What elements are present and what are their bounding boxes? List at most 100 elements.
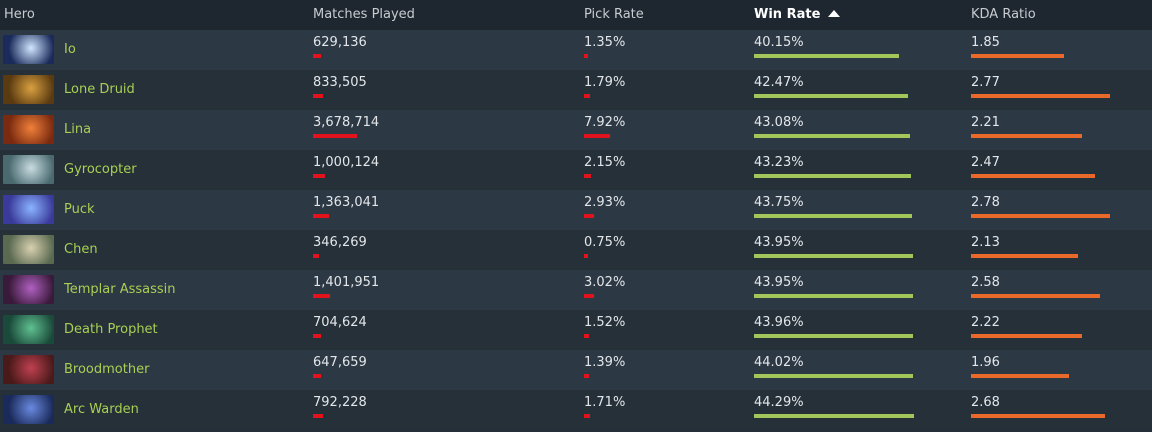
hero-name-link[interactable]: Lone Druid [64,82,135,97]
pick-rate-cell: 0.75% [584,230,734,270]
win-rate-bar [754,54,900,58]
win-rate-value: 42.47% [754,75,804,90]
win-rate-bar [754,94,908,98]
hero-name-link[interactable]: Arc Warden [64,402,139,417]
win-rate-cell: 43.95% [754,230,954,270]
kda-ratio-cell: 1.96 [971,350,1141,390]
pick-rate-bar [584,374,589,378]
hero-portrait[interactable] [3,315,54,344]
kda-ratio-bar [971,214,1110,218]
kda-ratio-value: 2.58 [971,275,1000,290]
hero-portrait[interactable] [3,355,54,384]
hero-portrait[interactable] [3,115,54,144]
hero-name-link[interactable]: Death Prophet [64,322,158,337]
table-row[interactable]: Io 629,136 1.35% 40.15% 1.85 [0,30,1152,70]
table-row[interactable]: Puck 1,363,041 2.93% 43.75% 2.78 [0,190,1152,230]
hero-portrait[interactable] [3,75,54,104]
matches-played-value: 3,678,714 [313,115,380,130]
kda-ratio-cell: 1.85 [971,30,1141,70]
kda-ratio-value: 2.78 [971,195,1000,210]
pick-rate-cell: 1.79% [584,70,734,110]
column-header-pick-rate[interactable]: Pick Rate [584,7,644,22]
hero-portrait[interactable] [3,155,54,184]
hero-portrait[interactable] [3,235,54,264]
pick-rate-cell: 1.71% [584,390,734,430]
table-body: Io 629,136 1.35% 40.15% 1.85 Lone Druid … [0,30,1152,430]
kda-ratio-bar [971,54,1064,58]
pick-rate-value: 1.39% [584,355,626,370]
hero-portrait[interactable] [3,395,54,424]
matches-played-value: 704,624 [313,315,367,330]
matches-played-value: 1,000,124 [313,155,380,170]
win-rate-cell: 43.95% [754,270,954,310]
table-row[interactable]: Gyrocopter 1,000,124 2.15% 43.23% 2.47 [0,150,1152,190]
hero-name-link[interactable]: Chen [64,242,98,257]
pick-rate-value: 1.52% [584,315,626,330]
kda-ratio-cell: 2.47 [971,150,1141,190]
pick-rate-bar [584,214,594,218]
matches-played-value: 792,228 [313,395,367,410]
win-rate-value: 43.75% [754,195,804,210]
matches-played-bar [313,294,330,298]
win-rate-cell: 43.08% [754,110,954,150]
win-rate-value: 44.29% [754,395,804,410]
kda-ratio-value: 1.85 [971,35,1000,50]
hero-name-link[interactable]: Templar Assassin [64,282,176,297]
win-rate-cell: 43.23% [754,150,954,190]
table-row[interactable]: Lina 3,678,714 7.92% 43.08% 2.21 [0,110,1152,150]
win-rate-cell: 44.29% [754,390,954,430]
table-row[interactable]: Arc Warden 792,228 1.71% 44.29% 2.68 [0,390,1152,430]
matches-played-value: 1,401,951 [313,275,380,290]
table-row[interactable]: Broodmother 647,659 1.39% 44.02% 1.96 [0,350,1152,390]
kda-ratio-cell: 2.22 [971,310,1141,350]
matches-played-cell: 346,269 [313,230,513,270]
hero-portrait[interactable] [3,275,54,304]
win-rate-value: 43.23% [754,155,804,170]
matches-played-bar [313,214,330,218]
matches-played-value: 629,136 [313,35,367,50]
win-rate-bar [754,134,911,138]
column-header-hero[interactable]: Hero [4,7,35,22]
matches-played-bar [313,134,358,138]
hero-portrait[interactable] [3,195,54,224]
win-rate-bar [754,174,911,178]
kda-ratio-cell: 2.21 [971,110,1141,150]
kda-ratio-value: 1.96 [971,355,1000,370]
win-rate-cell: 40.15% [754,30,954,70]
pick-rate-cell: 1.35% [584,30,734,70]
kda-ratio-bar [971,134,1082,138]
matches-played-cell: 833,505 [313,70,513,110]
column-header-win-rate[interactable]: Win Rate [754,0,841,30]
table-row[interactable]: Chen 346,269 0.75% 43.95% 2.13 [0,230,1152,270]
hero-portrait[interactable] [3,35,54,64]
kda-ratio-bar [971,414,1105,418]
win-rate-cell: 42.47% [754,70,954,110]
hero-name-link[interactable]: Broodmother [64,362,150,377]
hero-name-link[interactable]: Lina [64,122,92,137]
matches-played-cell: 3,678,714 [313,110,513,150]
column-header-matches-played[interactable]: Matches Played [313,7,415,22]
matches-played-value: 346,269 [313,235,367,250]
pick-rate-bar [584,94,590,98]
matches-played-bar [313,54,321,58]
table-row[interactable]: Death Prophet 704,624 1.52% 43.96% 2.22 [0,310,1152,350]
table-row[interactable]: Templar Assassin 1,401,951 3.02% 43.95% … [0,270,1152,310]
kda-ratio-value: 2.77 [971,75,1000,90]
kda-ratio-value: 2.21 [971,115,1000,130]
win-rate-cell: 43.96% [754,310,954,350]
table-row[interactable]: Lone Druid 833,505 1.79% 42.47% 2.77 [0,70,1152,110]
win-rate-bar [754,294,914,298]
matches-played-cell: 1,000,124 [313,150,513,190]
matches-played-bar [313,254,319,258]
matches-played-cell: 704,624 [313,310,513,350]
matches-played-value: 1,363,041 [313,195,380,210]
matches-played-cell: 1,401,951 [313,270,513,310]
hero-name-link[interactable]: Puck [64,202,95,217]
column-header-win-rate-label: Win Rate [754,7,821,22]
kda-ratio-bar [971,94,1110,98]
column-header-kda-ratio[interactable]: KDA Ratio [971,7,1036,22]
hero-name-link[interactable]: Gyrocopter [64,162,137,177]
hero-name-link[interactable]: Io [64,42,76,57]
pick-rate-value: 0.75% [584,235,626,250]
